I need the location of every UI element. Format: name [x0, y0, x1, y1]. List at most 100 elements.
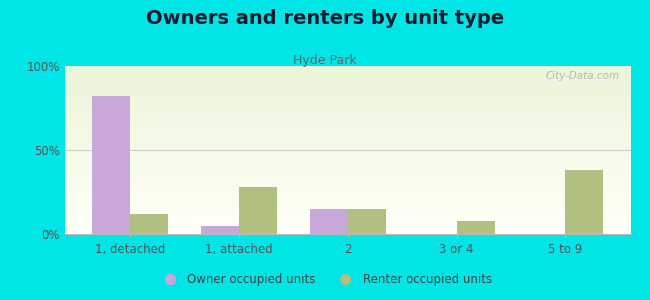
- Bar: [65, 103, 630, 104]
- Bar: [65, 87, 630, 88]
- Bar: [65, 145, 630, 146]
- Bar: [65, 206, 630, 207]
- Bar: [65, 79, 630, 80]
- Bar: [65, 190, 630, 191]
- Bar: [65, 125, 630, 126]
- Bar: [65, 111, 630, 112]
- Bar: [65, 175, 630, 176]
- Bar: [65, 219, 630, 220]
- Bar: [65, 193, 630, 194]
- Bar: [65, 152, 630, 153]
- Bar: [65, 149, 630, 150]
- Bar: [65, 93, 630, 94]
- Bar: [65, 124, 630, 125]
- Bar: [65, 220, 630, 221]
- Bar: [348, 209, 386, 234]
- Bar: [65, 117, 630, 118]
- Bar: [65, 104, 630, 105]
- Bar: [65, 83, 630, 84]
- Bar: [65, 142, 630, 143]
- Bar: [65, 192, 630, 193]
- Bar: [65, 203, 630, 204]
- Bar: [65, 178, 630, 179]
- Bar: [65, 195, 630, 196]
- Bar: [65, 186, 630, 187]
- Bar: [65, 176, 630, 177]
- Bar: [65, 75, 630, 76]
- Bar: [65, 198, 630, 199]
- Bar: [65, 227, 630, 228]
- Bar: [65, 233, 630, 234]
- Bar: [65, 88, 630, 89]
- Bar: [65, 201, 630, 202]
- Bar: [65, 217, 630, 218]
- Bar: [65, 81, 630, 82]
- Bar: [65, 169, 630, 170]
- Bar: [65, 97, 630, 98]
- Bar: [65, 140, 630, 141]
- Bar: [65, 174, 630, 175]
- Bar: [65, 135, 630, 136]
- Bar: [65, 218, 630, 219]
- Bar: [65, 77, 630, 78]
- Bar: [65, 90, 630, 91]
- Bar: [65, 181, 630, 182]
- Bar: [65, 95, 630, 96]
- Bar: [65, 110, 630, 111]
- Bar: [65, 199, 630, 200]
- Bar: [65, 134, 630, 135]
- Bar: [65, 72, 630, 73]
- Bar: [65, 147, 630, 148]
- Bar: [65, 130, 630, 131]
- Bar: [65, 127, 630, 128]
- Bar: [65, 226, 630, 227]
- Bar: [65, 100, 630, 101]
- Bar: [65, 76, 630, 77]
- Bar: [65, 225, 630, 226]
- Bar: [65, 156, 630, 157]
- Bar: [65, 208, 630, 209]
- Bar: [65, 66, 630, 67]
- Bar: [65, 230, 630, 231]
- Bar: [65, 99, 630, 100]
- Bar: [65, 132, 630, 133]
- Bar: [65, 118, 630, 119]
- Bar: [65, 212, 630, 213]
- Bar: [65, 197, 630, 198]
- Bar: [65, 158, 630, 159]
- Bar: [65, 216, 630, 217]
- Bar: [65, 86, 630, 87]
- Bar: [65, 166, 630, 167]
- Bar: [65, 96, 630, 97]
- Bar: [65, 89, 630, 90]
- Bar: [65, 179, 630, 180]
- Bar: [65, 113, 630, 114]
- Bar: [65, 138, 630, 139]
- Bar: [92, 96, 130, 234]
- Bar: [65, 133, 630, 134]
- Bar: [456, 220, 495, 234]
- Bar: [65, 161, 630, 162]
- Bar: [309, 209, 348, 234]
- Text: City-Data.com: City-Data.com: [545, 71, 619, 81]
- Bar: [65, 128, 630, 129]
- Bar: [65, 194, 630, 195]
- Bar: [65, 224, 630, 225]
- Bar: [65, 183, 630, 184]
- Bar: [65, 165, 630, 166]
- Bar: [65, 229, 630, 230]
- Bar: [65, 215, 630, 216]
- Bar: [65, 82, 630, 83]
- Bar: [65, 172, 630, 173]
- Bar: [65, 108, 630, 109]
- Bar: [65, 106, 630, 107]
- Bar: [65, 187, 630, 188]
- Bar: [65, 68, 630, 69]
- Text: Owners and renters by unit type: Owners and renters by unit type: [146, 9, 504, 28]
- Bar: [201, 226, 239, 234]
- Bar: [65, 157, 630, 158]
- Bar: [65, 148, 630, 149]
- Bar: [65, 100, 630, 101]
- Bar: [239, 187, 277, 234]
- Bar: [65, 171, 630, 172]
